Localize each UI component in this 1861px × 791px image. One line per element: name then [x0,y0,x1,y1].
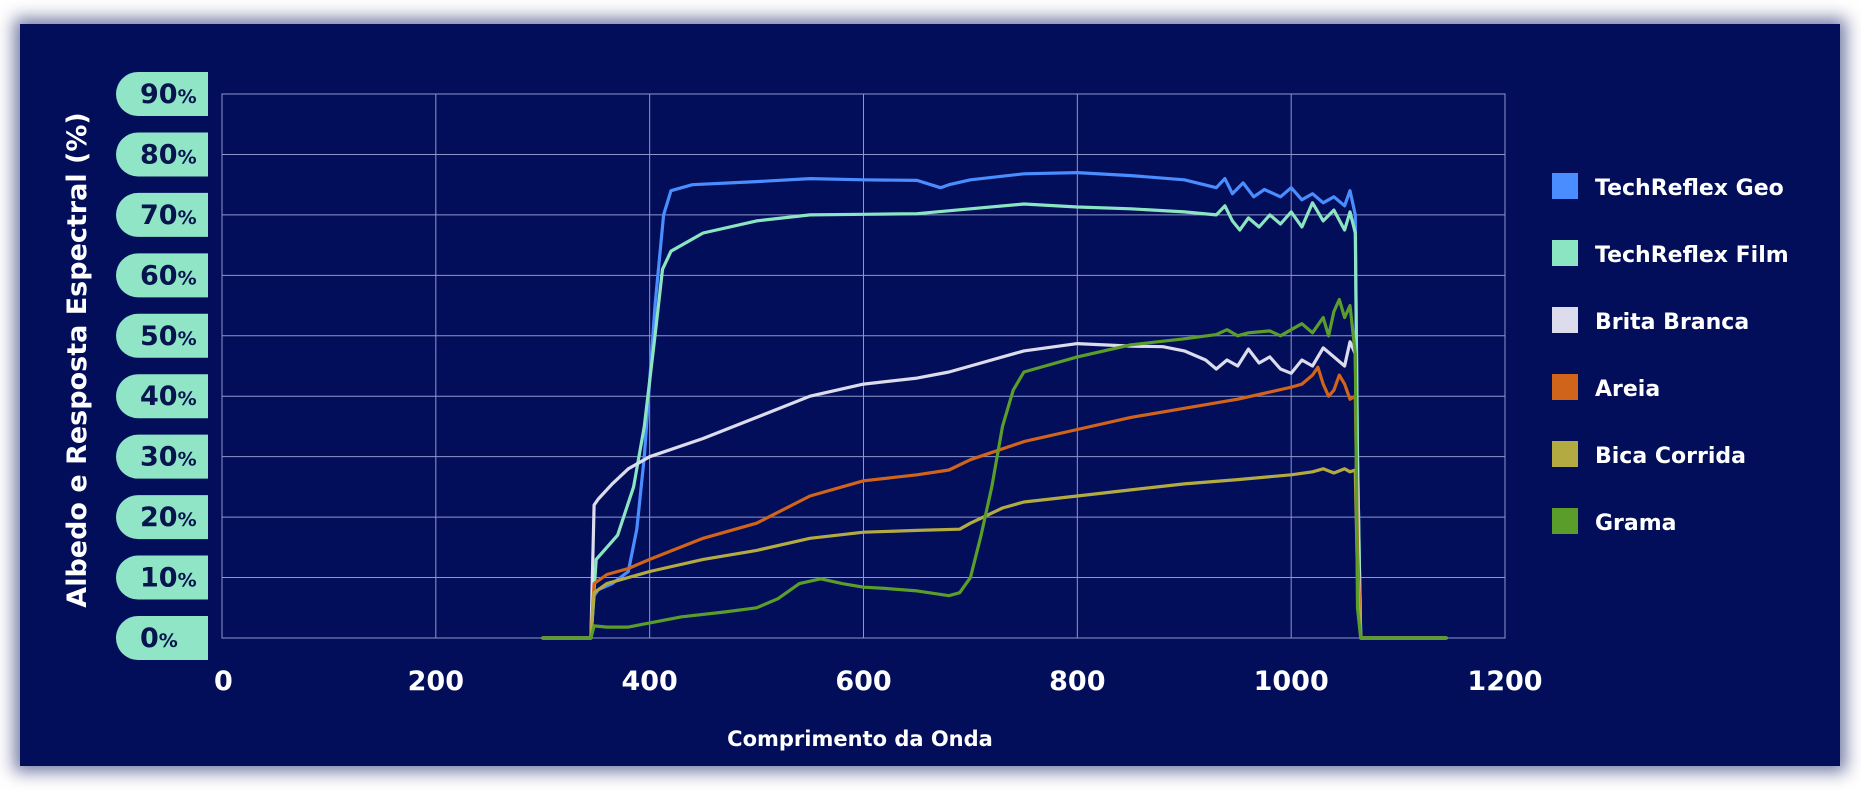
y-tick: 90% [116,72,208,116]
y-tick-pill [116,374,208,419]
gridlines [221,93,1506,639]
series-line-techreflex-film [541,201,1448,640]
legend-swatch [1552,508,1578,534]
legend-item: Brita Branca [1552,307,1749,335]
y-tick-pill [116,616,208,660]
y-tick-label: 60% [140,260,197,291]
legend: TechReflex Geo TechReflex Film Brita Branc… [1552,173,1789,536]
series-line-bica-corrida [541,467,1448,640]
y-tick: 70% [116,192,208,237]
y-axis-title: Albedo e Resposta Espectral (%) [62,112,93,607]
x-tick-label: 600 [835,666,891,697]
y-tick-label: 40% [140,381,197,412]
y-tick-label: 50% [140,321,197,352]
legend-item: TechReflex Geo [1552,173,1784,201]
series-line-brita-branca [541,340,1448,640]
y-tick: 60% [115,253,208,298]
x-tick-label: 1000 [1254,666,1329,697]
legend-swatch [1552,173,1578,199]
legend-swatch [1552,240,1578,266]
y-tick-pill [116,132,208,177]
x-tick-label: 0 [214,666,233,697]
y-tick-label: 20% [140,502,197,533]
y-tick: 10% [116,555,208,600]
series-line-areia [541,365,1448,640]
legend-label: Bica Corrida [1595,444,1746,469]
x-tick-label: 200 [408,666,464,697]
y-tick-label: 10% [140,563,197,594]
x-tick-label: 400 [621,666,677,697]
x-tick-label: 1200 [1467,666,1542,697]
y-tick-pill [116,72,208,116]
y-tick-label: 30% [140,442,197,473]
legend-swatch [1552,307,1578,333]
legend-item: Bica Corrida [1552,441,1746,469]
y-tick-pill [116,555,208,600]
legend-label: Grama [1595,511,1677,536]
x-tick-label: 800 [1049,666,1105,697]
legend-label: Brita Branca [1595,310,1749,335]
legend-item: TechReflex Film [1552,240,1789,268]
y-tick: 40% [116,374,208,419]
y-tick-label: 90% [140,79,197,110]
x-axis-ticks: 0 200 400 600 800 1000 1200 [214,666,1543,697]
legend-label: Areia [1595,377,1660,402]
series-line-grama [541,297,1448,640]
y-tick: 0% [116,616,208,660]
y-tick-pill [116,495,208,540]
y-tick-pill [115,253,208,298]
y-tick-label: 80% [140,139,197,170]
y-tick-pill [116,313,208,358]
y-tick-pill [116,434,208,479]
legend-label: TechReflex Film [1595,243,1789,268]
legend-item: Areia [1552,374,1660,402]
series-line-techreflex-geo [541,171,1448,640]
y-tick-pill [116,192,208,237]
x-axis-title: Comprimento da Onda [727,727,993,751]
legend-label: TechReflex Geo [1595,176,1784,201]
y-tick: 50% [116,313,208,358]
series-lines [541,171,1448,640]
legend-item: Grama [1552,508,1677,536]
y-tick-label: 0% [140,623,178,654]
y-tick: 30% [116,434,208,479]
y-tick: 80% [116,132,208,177]
chart-panel [20,24,1840,766]
y-axis-ticks: 0% 10% 20% 30% 40% 50% 60% 70% 80% 90% [115,72,208,660]
y-tick-label: 70% [140,200,197,231]
legend-swatch [1552,441,1578,467]
y-tick: 20% [116,495,208,540]
legend-swatch [1552,374,1578,400]
